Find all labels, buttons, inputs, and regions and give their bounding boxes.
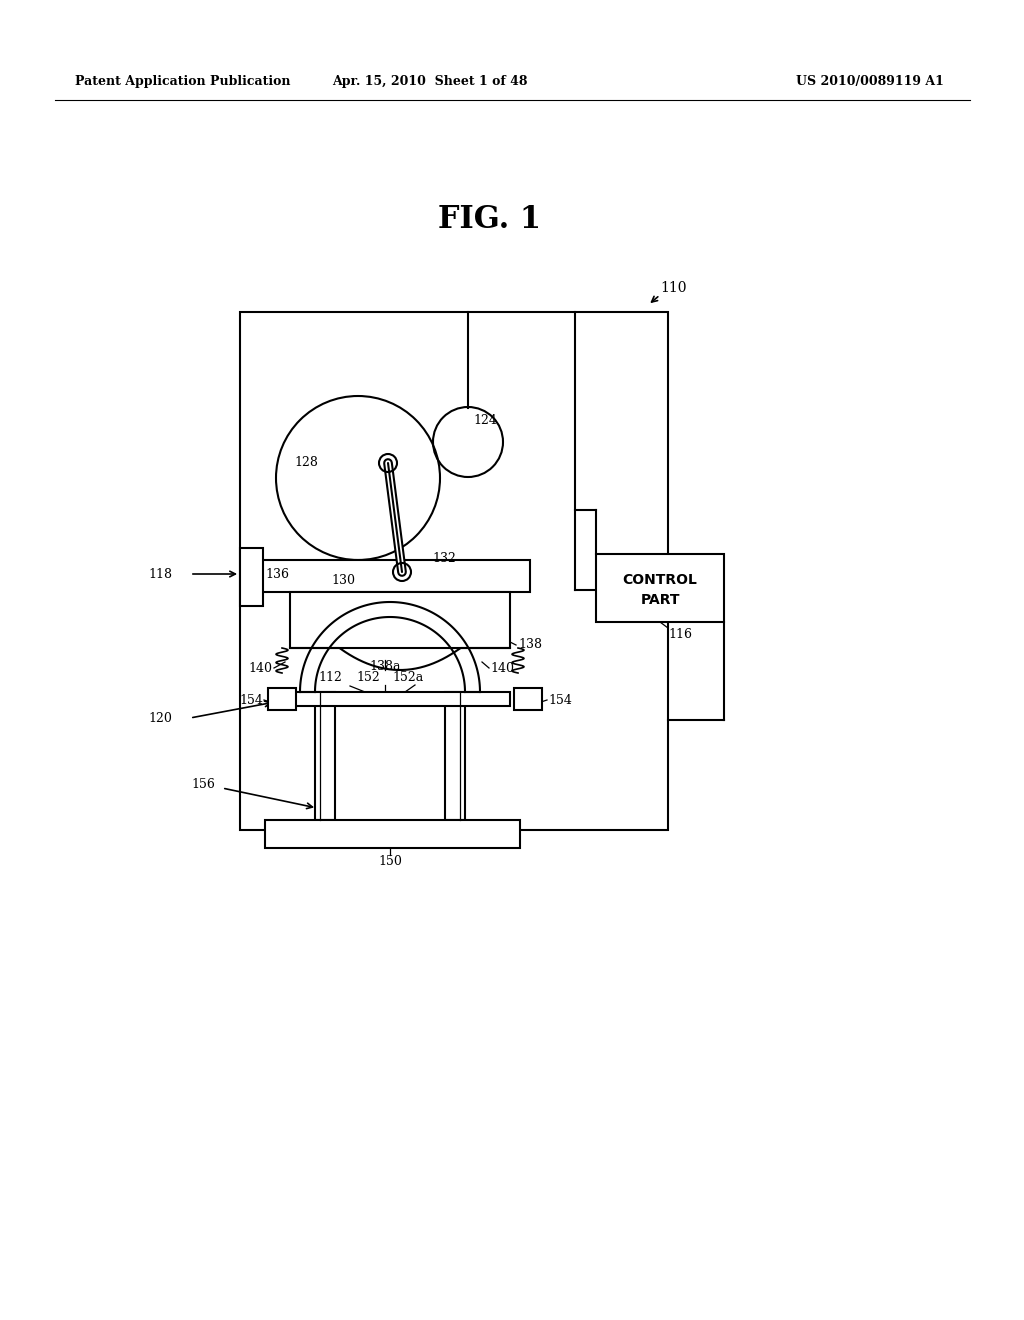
Text: 138: 138 <box>518 639 542 652</box>
Text: 152: 152 <box>356 671 380 684</box>
Bar <box>290 591 510 648</box>
Text: 112: 112 <box>318 671 342 684</box>
Text: 140: 140 <box>490 661 514 675</box>
Text: PART: PART <box>640 593 680 607</box>
Bar <box>255 560 530 591</box>
Text: 110: 110 <box>660 281 686 294</box>
Text: 130: 130 <box>331 573 355 586</box>
Text: Apr. 15, 2010  Sheet 1 of 48: Apr. 15, 2010 Sheet 1 of 48 <box>332 75 527 88</box>
Text: FIG. 1: FIG. 1 <box>438 205 542 235</box>
Bar <box>596 554 724 622</box>
Text: 156: 156 <box>191 779 215 792</box>
Text: 138a: 138a <box>370 660 400 673</box>
Bar <box>240 548 263 606</box>
Text: 120: 120 <box>148 711 172 725</box>
Text: 132: 132 <box>432 552 456 565</box>
Bar <box>268 688 296 710</box>
Text: Patent Application Publication: Patent Application Publication <box>75 75 291 88</box>
Text: CONTROL: CONTROL <box>623 573 697 587</box>
Text: 124: 124 <box>473 413 497 426</box>
Text: 118: 118 <box>148 568 172 581</box>
Bar <box>315 692 335 820</box>
Text: 150: 150 <box>378 855 402 869</box>
Bar <box>445 692 465 820</box>
Text: 154: 154 <box>548 693 571 706</box>
Bar <box>240 312 668 830</box>
Text: 152a: 152a <box>392 671 424 684</box>
Text: 128: 128 <box>294 455 317 469</box>
Text: 140: 140 <box>248 661 272 675</box>
Bar <box>514 688 542 710</box>
Bar <box>265 820 520 847</box>
Text: 116: 116 <box>668 628 692 642</box>
Bar <box>270 692 510 706</box>
Text: US 2010/0089119 A1: US 2010/0089119 A1 <box>796 75 944 88</box>
Text: 154: 154 <box>240 693 263 706</box>
Text: 136: 136 <box>265 568 289 581</box>
